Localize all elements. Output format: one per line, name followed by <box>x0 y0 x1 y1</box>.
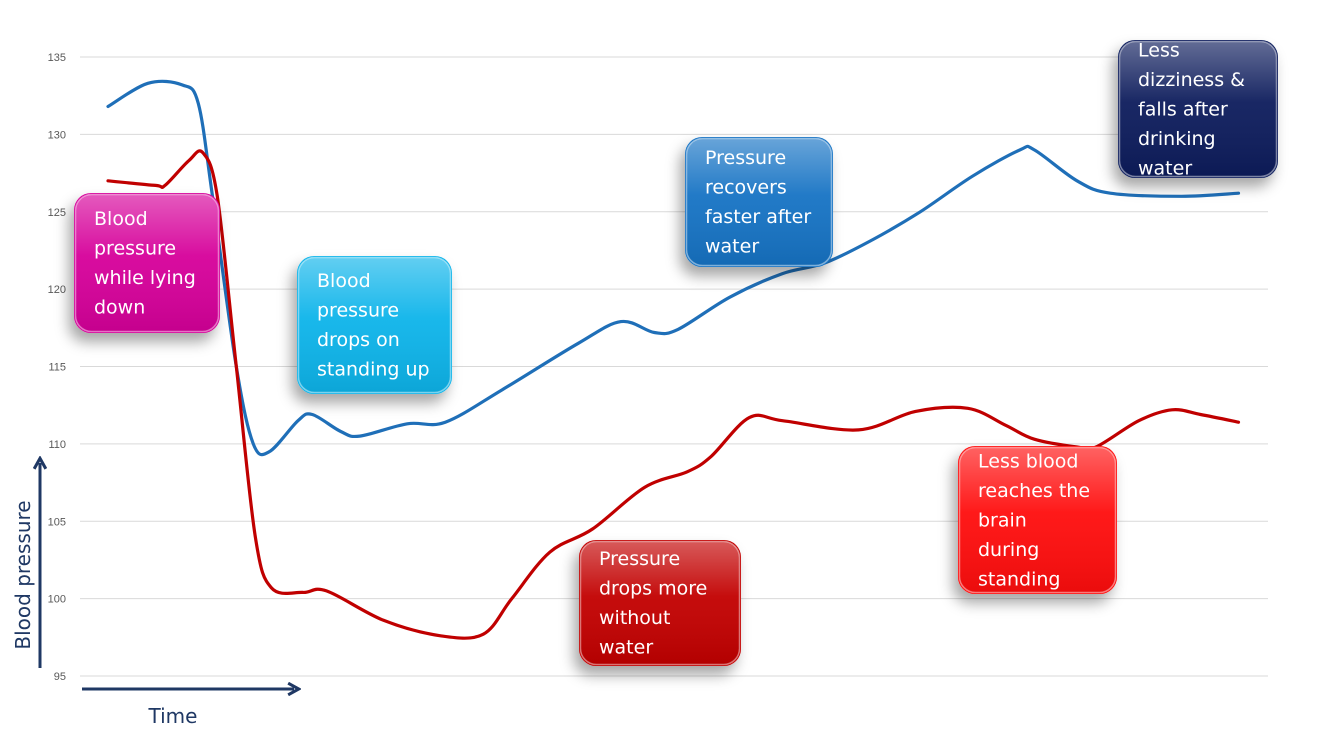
callout-text-line: reaches the <box>978 480 1090 502</box>
y-tick-label: 125 <box>48 207 66 219</box>
y-tick-label: 120 <box>48 284 66 296</box>
callout-gloss <box>297 256 452 394</box>
callout-text-line: Blood <box>94 208 148 230</box>
callout-gloss <box>958 446 1117 594</box>
callout-text-line: Less blood <box>978 450 1078 472</box>
y-tick-label: 110 <box>48 439 66 451</box>
callout-6: Less blood reaches the brain during standing <box>958 446 1117 594</box>
callout-3: Pressure recovers faster after water <box>685 137 833 267</box>
callout-text-line: standing up <box>317 359 430 381</box>
callout-text-line: dizziness & <box>1138 69 1245 91</box>
callout-text-line: standing <box>978 568 1060 590</box>
callout-4: Less dizziness & falls after drinking water <box>1118 39 1278 179</box>
series-lines <box>106 79 1241 640</box>
y-tick-label: 130 <box>48 129 66 141</box>
callouts: Blood pressure while lying down Blood pressur… <box>74 39 1278 666</box>
callout-text-line: while lying <box>94 267 196 289</box>
callout-text-line: pressure <box>317 300 399 322</box>
callout-text-line: water <box>705 236 759 258</box>
callout-text-line: pressure <box>94 238 176 260</box>
y-tick-label: 100 <box>48 594 66 606</box>
y-axis-title: Blood pressure <box>11 500 35 649</box>
callout-text-line: water <box>1138 157 1192 179</box>
callout-text-line: brain <box>978 509 1027 531</box>
series-line-1 <box>106 79 1241 457</box>
callout-text-line: Blood <box>317 270 371 292</box>
callout-text-line: drinking <box>1138 128 1216 150</box>
callout-gloss <box>685 137 833 267</box>
callout-text-line: Less <box>1138 39 1180 61</box>
y-tick-label: 115 <box>48 362 66 374</box>
y-tick-label: 135 <box>48 52 66 64</box>
callout-5: Pressure drops more without water <box>579 540 741 666</box>
callout-text-line: recovers <box>705 177 787 199</box>
callout-gloss <box>579 540 741 666</box>
y-tick-label: 105 <box>48 516 66 528</box>
callout-gloss <box>1118 40 1278 178</box>
callout-text-line: faster after <box>705 206 811 228</box>
y-axis-ticks: 95 100 105 110 115 120 125 130 135 <box>48 52 66 683</box>
callout-text-line: Pressure <box>599 548 680 570</box>
callout-text-line: during <box>978 539 1039 561</box>
callout-text-line: down <box>94 297 145 319</box>
callout-text-line: drops more <box>599 578 707 600</box>
x-axis-title: Time <box>148 704 198 728</box>
y-tick-label: 95 <box>54 671 66 683</box>
callout-text-line: falls after <box>1138 98 1228 120</box>
callout-text-line: without <box>599 607 670 629</box>
series-line-2 <box>106 149 1241 640</box>
callout-2: Blood pressure drops on standing up <box>297 256 452 394</box>
callout-text-line: water <box>599 637 653 659</box>
callout-gloss <box>74 193 220 333</box>
callout-1: Blood pressure while lying down <box>74 193 220 333</box>
callout-text-line: drops on <box>317 329 400 351</box>
callout-text-line: Pressure <box>705 147 786 169</box>
